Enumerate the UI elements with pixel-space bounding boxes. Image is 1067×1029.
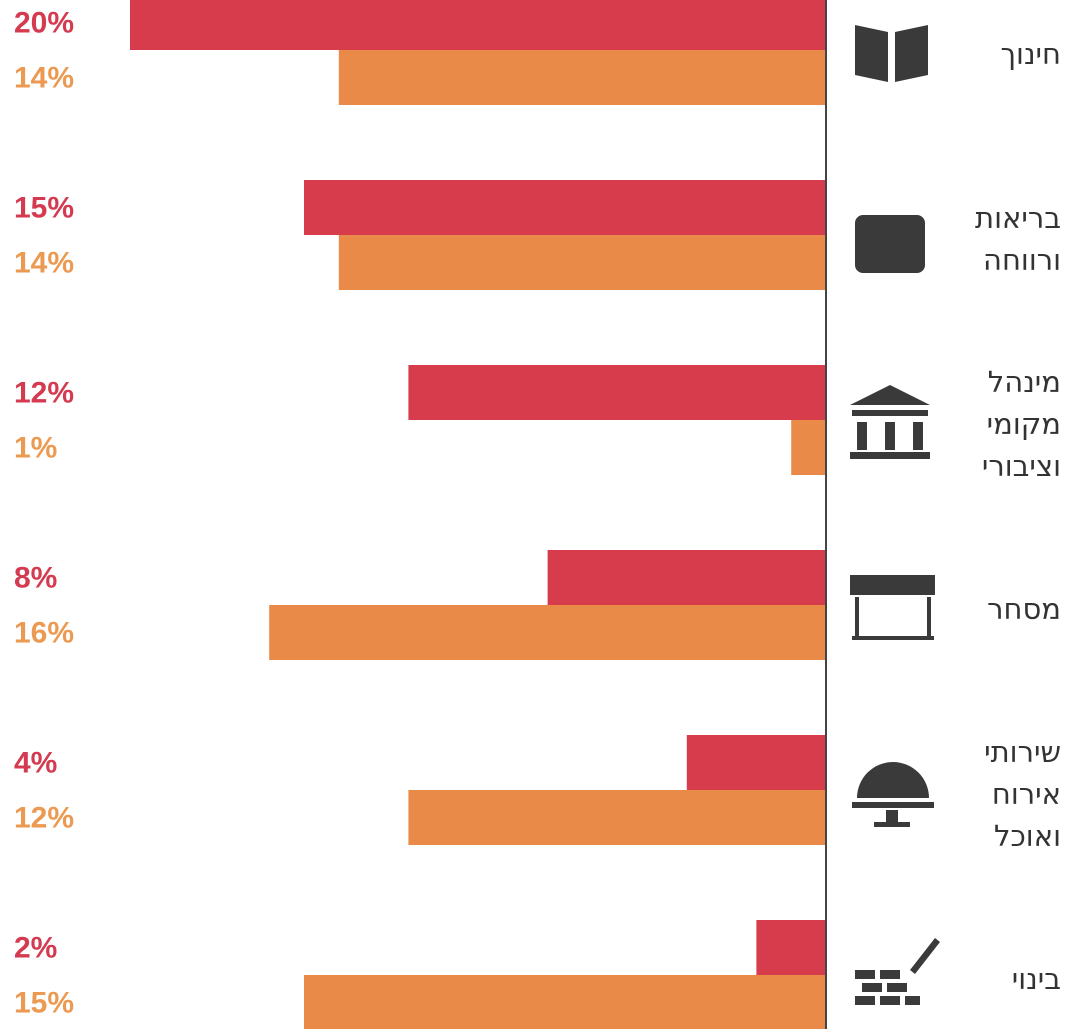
bar: [338, 235, 826, 290]
bar: [686, 735, 826, 790]
bar: [408, 790, 826, 845]
bar: [791, 420, 826, 475]
category-label: מסחר: [987, 592, 1061, 626]
category-label: בריאות ורווחה: [975, 201, 1061, 277]
value-label: 4%: [14, 746, 57, 779]
bar: [338, 50, 826, 105]
value-label: 2%: [14, 931, 57, 964]
bar: [269, 605, 826, 660]
value-label: 8%: [14, 561, 57, 594]
value-label: 12%: [14, 801, 74, 834]
value-label: 16%: [14, 616, 74, 649]
icon-medkit: [855, 215, 925, 273]
value-label: 14%: [14, 246, 74, 279]
category-label: שירותי אירוח ואוכל: [984, 735, 1061, 853]
icon-build: [855, 938, 940, 1005]
category-label: בינוי: [1011, 962, 1061, 996]
value-label: 1%: [14, 431, 57, 464]
value-label: 12%: [14, 376, 74, 409]
icon-food: [852, 762, 934, 827]
value-label: 20%: [14, 6, 74, 39]
value-label: 15%: [14, 986, 74, 1019]
bar: [756, 920, 826, 975]
bar: [547, 550, 826, 605]
icon-book: [855, 25, 928, 82]
category-label: מינהל מקומי וציבורי: [981, 365, 1061, 483]
bar: [304, 975, 826, 1029]
bar: [130, 0, 826, 50]
value-label: 15%: [14, 191, 74, 224]
icons: [850, 25, 940, 1005]
bar: [304, 180, 826, 235]
bar: [408, 365, 826, 420]
category-label: חינוך: [1000, 37, 1061, 71]
icon-bank: [850, 385, 930, 459]
icon-shop: [850, 575, 935, 640]
value-label: 14%: [14, 61, 74, 94]
